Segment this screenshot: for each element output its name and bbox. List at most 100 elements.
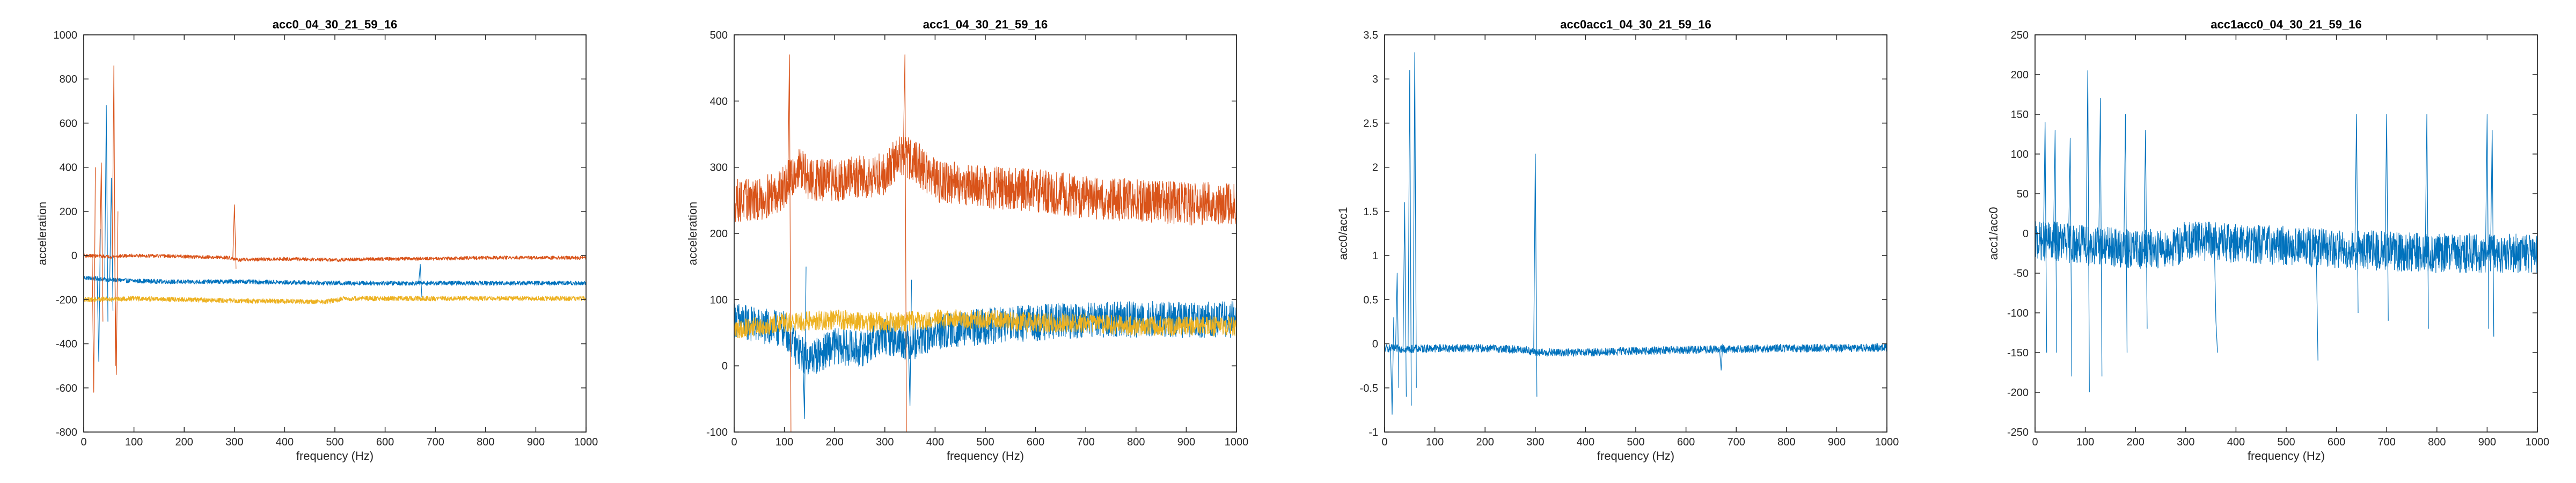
x-axis-label: frequency (Hz) [1597,449,1674,463]
y-tick-label: -150 [2007,347,2029,359]
series-3-line [84,296,586,305]
series-1-spike-11 [2485,114,2489,329]
x-tick-label: 100 [775,436,793,448]
series-1-spike-1 [2043,122,2047,353]
x-tick-label: 600 [1027,436,1044,448]
chart-panel-1: 0 100 200 300 400 500 600 700 800 900 1000 -800 -600… [35,18,598,463]
x-tick-label: 500 [1627,436,1644,448]
plot-area [1384,34,1887,433]
x-tick-label: 700 [1728,436,1745,448]
y-tick-label: 1000 [54,30,78,41]
x-tick-label: 1000 [1225,436,1249,448]
x-tick-label: 500 [2277,436,2295,448]
series-1-spike-9 [2384,114,2389,321]
series-1-spike-7 [2143,130,2148,329]
y-tick-label: -400 [56,339,77,350]
series-3-line [734,309,1236,339]
x-tick-label: 400 [1577,436,1594,448]
series-1-spike-4 [2085,70,2090,393]
series-1-line [1385,343,1887,357]
x-tick-label: 1000 [1875,436,1899,448]
series-1-spike-8 [2354,114,2359,313]
y-axis-label: acceleration [686,202,699,266]
x-tick-label: 400 [2227,436,2245,448]
x-tick-label: 400 [276,436,294,448]
chart-title: acc1acc0_04_30_21_59_16 [2211,18,2361,31]
series-2-spike-5 [232,204,237,269]
y-tick-label: 600 [60,118,77,129]
series-1-spike-2 [104,105,108,322]
y-tick-label: -200 [2007,387,2029,399]
x-tick-label: 300 [876,436,894,448]
x-tick-label: 700 [427,436,444,448]
y-tick-label: -100 [706,427,728,438]
series-2-line [734,136,1236,226]
series-1-spike-7 [1719,343,1723,371]
y-tick-label: 400 [710,96,728,107]
x-tick-label: 900 [527,436,545,448]
series-1-spike-5 [2098,98,2103,377]
y-tick-label: -100 [2007,308,2029,319]
y-tick-label: 0 [722,361,728,372]
x-tick-label: 300 [2177,436,2194,448]
series-1-spike-6 [1533,153,1538,397]
series-group [2035,70,2537,393]
x-tick-label: 400 [926,436,944,448]
x-tick-label: 800 [1127,436,1145,448]
x-tick-label: 500 [326,436,343,448]
x-tick-label: 0 [80,436,86,448]
x-tick-label: 0 [731,436,737,448]
y-axis-label: acceleration [35,202,49,266]
x-axis-label: frequency (Hz) [296,449,374,463]
y-tick-label: 1.5 [1363,206,1378,218]
x-tick-label: 200 [175,436,193,448]
x-tick-label: 300 [1526,436,1544,448]
chart-panel-4: 0 100 200 300 400 500 600 700 800 900 1000-250-200… [1987,18,2549,463]
x-tick-label: 0 [1381,436,1387,448]
y-tick-label: 0 [2023,228,2029,240]
y-tick-label: -200 [56,294,77,306]
series-2-spike-1 [92,167,96,393]
y-tick-label: 2.5 [1363,118,1378,129]
y-tick-label: -600 [56,383,77,394]
y-tick-label: 400 [60,162,77,174]
y-tick-label: 150 [2011,109,2029,121]
x-tick-label: 300 [225,436,243,448]
y-axis-label: acc0/acc1 [1336,207,1350,260]
x-tick-label: 800 [2428,436,2446,448]
y-tick-label: -0.5 [1360,383,1378,394]
y-axis-label: acc1/acc0 [1987,207,2000,260]
series-1-line [84,275,586,286]
y-tick-label: 50 [2017,188,2029,200]
series-1-spike-13 [2214,241,2218,353]
series-1-spike-2 [2053,130,2057,353]
y-tick-label: -800 [56,427,77,438]
series-1-spike-1 [1390,317,1394,415]
y-tick-label: -1 [1368,427,1378,438]
x-tick-label: 900 [2478,436,2496,448]
x-tick-label: 600 [2328,436,2345,448]
series-1-spike-5 [1395,273,1399,388]
series-group [1385,52,1887,415]
series-1-line [2035,221,2537,273]
series-1-spike-12 [2490,130,2494,337]
y-tick-label: 3 [1372,74,1378,85]
plot-area [734,34,1237,433]
x-tick-label: 100 [2076,436,2094,448]
x-tick-label: 500 [976,436,994,448]
y-tick-label: 0 [71,250,77,262]
x-tick-label: 700 [1077,436,1095,448]
y-tick-label: 2 [1372,162,1378,174]
y-tick-label: 200 [60,206,77,218]
x-tick-label: 0 [2032,436,2038,448]
series-1-spike-1 [97,229,101,362]
y-tick-label: 0.5 [1363,294,1378,306]
chart-panel-3: 0 100 200 300 400 500 600 700 800 900 1000 -1 -0.5 0 0… [1336,18,1899,463]
x-tick-label: 200 [826,436,844,448]
series-1-spike-6 [2123,114,2128,353]
y-tick-label: 300 [710,162,728,174]
series-2-spike-4 [114,211,119,375]
y-tick-label: -250 [2007,427,2029,438]
series-1-spike-3 [1408,70,1412,406]
x-tick-label: 800 [477,436,494,448]
